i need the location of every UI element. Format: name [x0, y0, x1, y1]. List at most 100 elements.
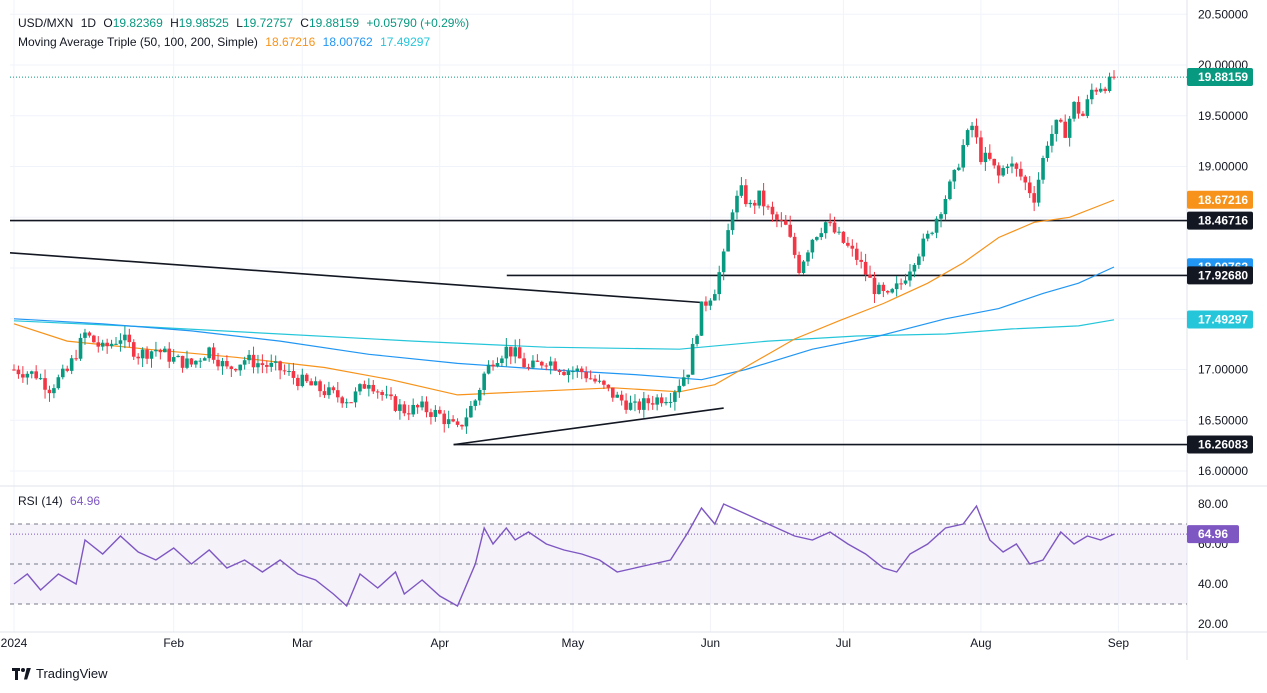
rsi-legend: RSI (14) 64.96: [18, 494, 104, 508]
candle-up: [1107, 76, 1112, 92]
price-label-tag: [1187, 435, 1253, 454]
candle-up: [961, 145, 965, 168]
tradingview-brand[interactable]: TradingView: [12, 666, 108, 681]
candle-up: [726, 230, 730, 252]
candle-down: [859, 259, 863, 262]
candle-up: [717, 272, 722, 295]
candle-down: [265, 365, 269, 367]
candle-up: [482, 373, 486, 390]
candle-down: [451, 419, 455, 422]
candle-down: [508, 346, 513, 357]
candle-up: [100, 342, 105, 347]
candle-up: [628, 402, 633, 410]
candle-down: [704, 301, 708, 306]
candle-down: [881, 284, 886, 292]
rsi-value-text: 64.96: [1198, 527, 1228, 541]
candle-up: [1005, 166, 1010, 169]
candle-up: [810, 239, 815, 253]
candle-up: [903, 280, 908, 284]
symbol-legend: USD/MXN 1D O19.82369 H19.98525 L19.72757…: [18, 16, 473, 30]
candle-up: [664, 401, 668, 404]
candle-down: [127, 334, 132, 343]
price-label-tag: [1187, 266, 1253, 285]
rsi-band-fill: [10, 524, 1187, 604]
candle-down: [1063, 121, 1068, 138]
candle-down: [846, 242, 850, 246]
brand-name: TradingView: [36, 666, 108, 681]
candle-up: [686, 374, 690, 378]
candle-down: [331, 387, 336, 391]
candle-down: [1076, 101, 1081, 114]
candle-down: [362, 384, 367, 389]
candle-up: [38, 378, 43, 380]
candle-up: [921, 238, 926, 257]
candle-up: [708, 300, 713, 306]
candle-up: [446, 419, 451, 425]
low-label: L: [236, 16, 243, 30]
candle-up: [615, 394, 620, 398]
candle-up: [433, 409, 438, 417]
candle-up: [78, 337, 83, 359]
candle-down: [792, 236, 797, 255]
candle-up: [25, 373, 30, 378]
candle-down: [429, 412, 433, 417]
candle-up: [60, 368, 65, 378]
open-value: 19.82369: [112, 16, 163, 30]
candle-down: [12, 369, 16, 371]
candle-down: [322, 391, 327, 396]
tradingview-logo-icon: [12, 667, 32, 680]
candle-down: [371, 384, 376, 392]
candle-down: [424, 401, 429, 413]
candle-up: [358, 384, 362, 392]
candlesticks: [12, 70, 1116, 434]
candle-down: [92, 335, 96, 343]
candle-down: [1058, 119, 1063, 122]
candle-up: [531, 360, 535, 368]
candle-up: [815, 237, 819, 240]
candle-down: [868, 274, 872, 278]
candle-down: [588, 378, 593, 380]
time-tick-label: Aug: [970, 636, 991, 650]
price-axis: 16.0000016.5000017.0000017.5000018.00000…: [1187, 7, 1253, 631]
candle-down: [251, 354, 256, 368]
ma200-line: [13, 319, 1115, 350]
candle-down: [380, 392, 384, 395]
candle-down: [526, 367, 531, 369]
candle-down: [659, 397, 664, 404]
time-tick-label: May: [562, 636, 585, 650]
candle-down: [65, 368, 70, 371]
candle-down: [766, 206, 770, 208]
candle-up: [823, 222, 828, 234]
candle-down: [1081, 113, 1085, 116]
candle-up: [721, 251, 726, 273]
candle-down: [278, 361, 282, 371]
rsi-pane: [10, 503, 1187, 608]
candle-down: [260, 363, 265, 366]
candle-up: [420, 401, 424, 408]
interval: 1D: [80, 16, 97, 30]
candle-down: [47, 389, 52, 394]
candle-down: [974, 125, 979, 138]
time-tick-label: Jun: [701, 636, 720, 650]
candle-up: [642, 398, 646, 410]
candle-down: [828, 222, 832, 224]
candle-down: [158, 349, 163, 353]
candle-up: [220, 361, 225, 367]
candle-down: [1019, 168, 1023, 177]
candle-down: [211, 347, 216, 360]
candle-up: [837, 231, 841, 233]
candle-down: [593, 378, 597, 382]
candle-up: [486, 364, 491, 374]
candle-up: [730, 212, 735, 231]
candle-up: [171, 357, 176, 362]
candle-down: [832, 222, 837, 233]
candle-down: [491, 364, 495, 367]
candle-up: [69, 358, 74, 371]
candle-up: [513, 347, 518, 357]
candle-down: [779, 219, 784, 221]
candle-up: [571, 371, 575, 373]
price-label-text: 18.67216: [1198, 193, 1248, 207]
rsi-title: RSI (14): [18, 494, 63, 508]
candle-down: [225, 361, 229, 367]
candle-down: [788, 224, 793, 237]
